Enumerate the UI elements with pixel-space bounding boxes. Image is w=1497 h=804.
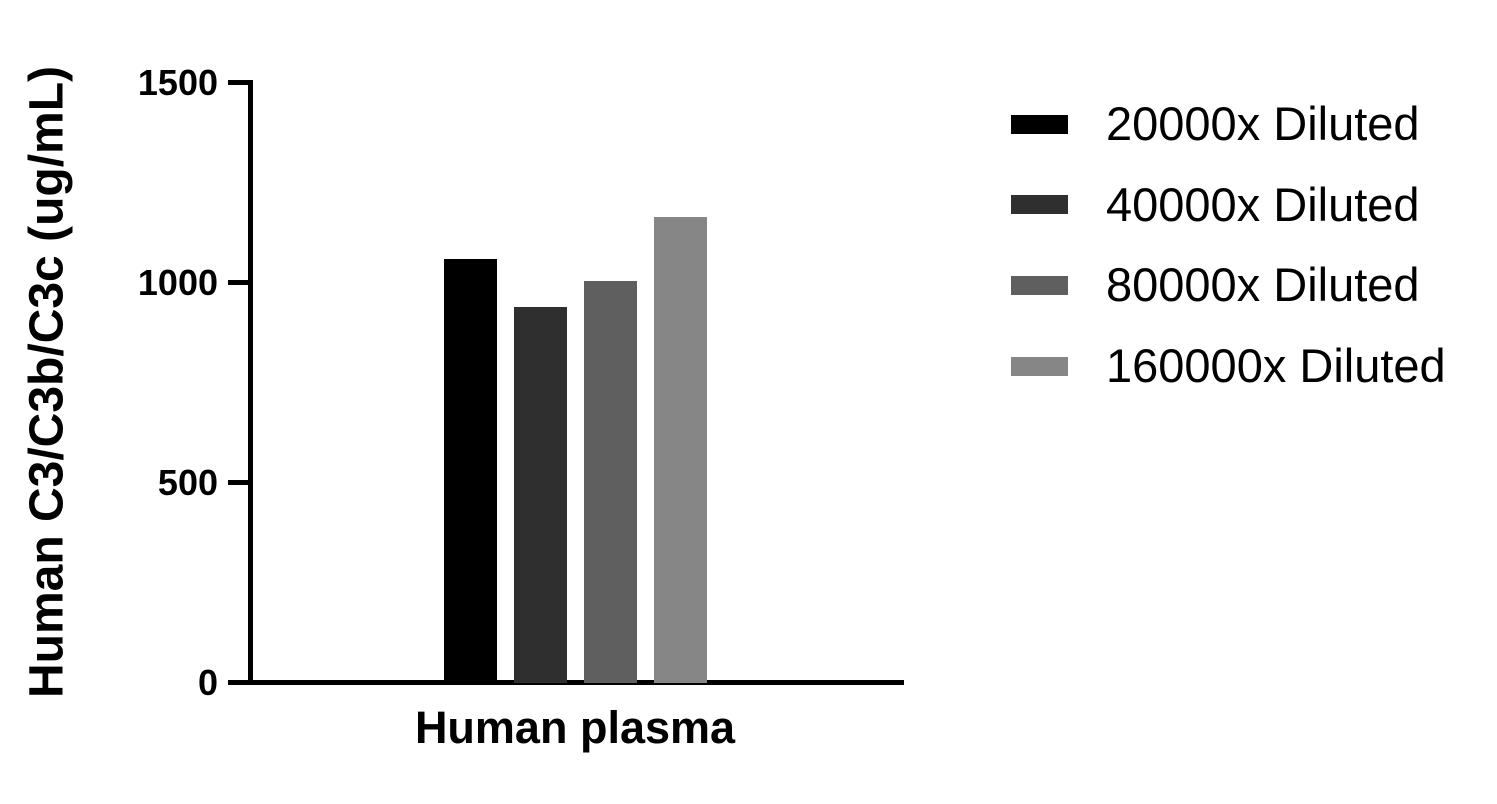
y-tick-label: 1000 (137, 261, 218, 303)
legend: 20000x Diluted 40000x Diluted 80000x Dil… (1011, 97, 1446, 393)
legend-label: 40000x Diluted (1106, 177, 1420, 231)
legend-item: 80000x Diluted (1011, 258, 1446, 312)
legend-label: 160000x Diluted (1106, 339, 1446, 393)
y-tick-label: 1500 (137, 61, 218, 103)
legend-label: 80000x Diluted (1106, 258, 1420, 312)
y-tick-mark (228, 80, 250, 85)
legend-swatch-40000x (1011, 195, 1068, 215)
legend-swatch-80000x (1011, 275, 1068, 295)
y-tick-mark (228, 280, 250, 285)
bar-80000x-diluted (584, 280, 638, 683)
legend-item: 20000x Diluted (1011, 97, 1446, 150)
y-tick-mark (228, 480, 250, 485)
bar-20000x-diluted (443, 258, 497, 683)
y-axis-line (247, 80, 253, 685)
y-tick-mark (228, 680, 250, 685)
x-axis-title: Human plasma (414, 702, 736, 753)
y-tick-label: 500 (157, 461, 218, 503)
legend-item: 160000x Diluted (1011, 339, 1446, 393)
bar-40000x-diluted (513, 306, 567, 683)
y-axis-title: Human C3/C3b/C3c (ug/mL) (20, 65, 74, 699)
legend-item: 40000x Diluted (1011, 177, 1446, 231)
bar-160000x-diluted (654, 216, 708, 683)
legend-swatch-160000x (1011, 356, 1068, 376)
x-axis-line (247, 680, 904, 685)
y-tick-label: 0 (197, 661, 218, 703)
legend-swatch-20000x (1011, 114, 1068, 134)
legend-label: 20000x Diluted (1106, 97, 1420, 150)
